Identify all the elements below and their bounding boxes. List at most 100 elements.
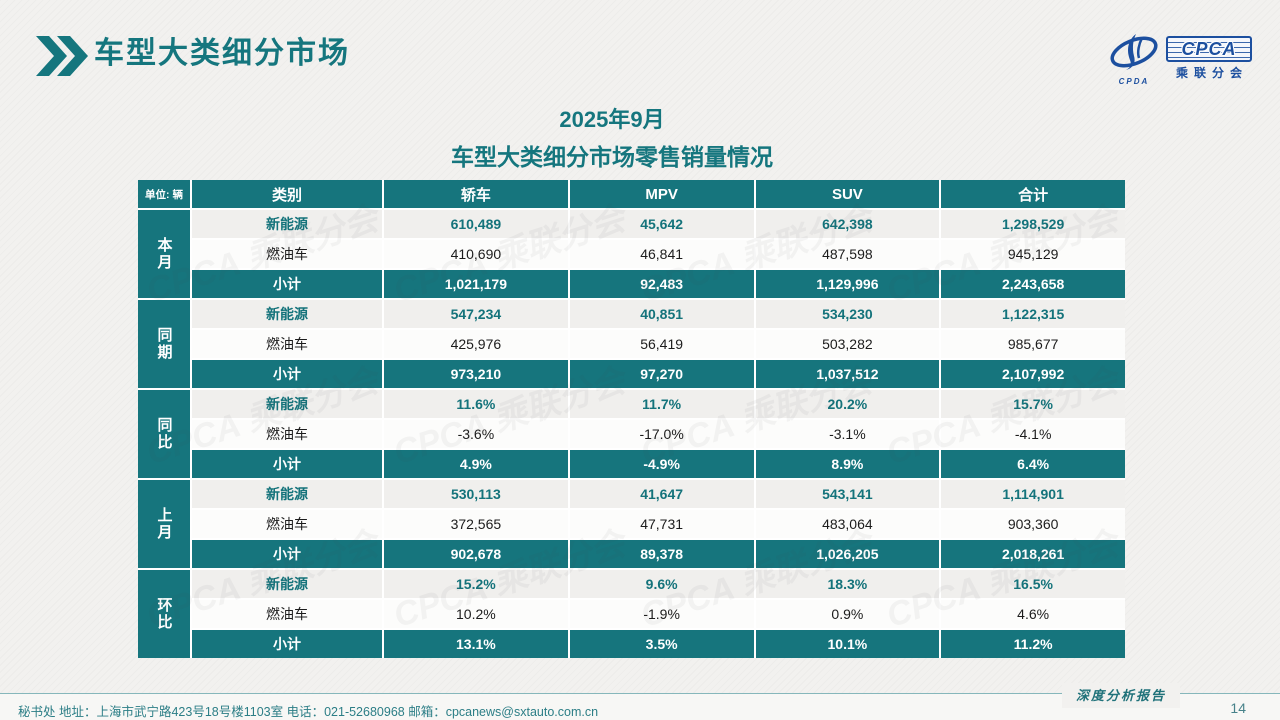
value-cell-1-2-3: 2,107,992	[941, 360, 1125, 388]
value-cell-1-1-2: 503,282	[755, 330, 940, 358]
value-cell-2-2-1: -4.9%	[569, 450, 754, 478]
cpca-subtitle: 乘联分会	[1175, 66, 1248, 80]
cpca-wordmark: CPCA	[1166, 36, 1252, 62]
value-cell-2-0-3: 15.7%	[941, 390, 1125, 418]
value-cell-1-1-3: 985,677	[941, 330, 1125, 358]
value-cell-2-2-0: 4.9%	[384, 450, 568, 478]
row-label-4-0: 新能源	[192, 570, 382, 598]
row-label-1-1: 燃油车	[192, 330, 382, 358]
row-label-1-0: 新能源	[192, 300, 382, 328]
value-cell-1-1-1: 56,419	[569, 330, 754, 358]
value-cell-0-1-3: 945,129	[941, 240, 1125, 268]
value-cell-1-1-0: 425,976	[384, 330, 568, 358]
value-cell-0-1-1: 46,841	[569, 240, 754, 268]
value-cell-3-2-0: 902,678	[384, 540, 568, 568]
value-cell-4-0-1: 9.6%	[569, 570, 754, 598]
value-cell-3-2-3: 2,018,261	[941, 540, 1125, 568]
value-cell-1-0-1: 40,851	[569, 300, 754, 328]
footer-contact-info: 秘书处 地址：上海市武宁路423号18号楼1103室 电话：021-526809…	[18, 705, 599, 719]
value-cell-2-0-2: 20.2%	[755, 390, 940, 418]
column-header-total: 合计	[941, 180, 1125, 208]
page-number: 14	[1230, 700, 1246, 716]
cpca-logo: CPDA CPCA 乘联分会	[1106, 30, 1252, 86]
value-cell-0-0-2: 642,398	[755, 210, 940, 238]
value-cell-3-1-0: 372,565	[384, 510, 568, 538]
value-cell-0-2-3: 2,243,658	[941, 270, 1125, 298]
value-cell-4-0-0: 15.2%	[384, 570, 568, 598]
row-label-0-2: 小计	[192, 270, 382, 298]
column-header-sedan: 轿车	[384, 180, 568, 208]
value-cell-2-1-0: -3.6%	[384, 420, 568, 448]
value-cell-2-1-1: -17.0%	[569, 420, 754, 448]
value-cell-1-0-2: 534,230	[755, 300, 940, 328]
value-cell-1-2-2: 1,037,512	[755, 360, 940, 388]
value-cell-0-2-1: 92,483	[569, 270, 754, 298]
value-cell-3-2-2: 1,026,205	[755, 540, 940, 568]
double-chevron-icon	[36, 36, 88, 76]
value-cell-2-2-3: 6.4%	[941, 450, 1125, 478]
value-cell-0-0-1: 45,642	[569, 210, 754, 238]
column-header-suv: SUV	[755, 180, 940, 208]
report-type-label: 深度分析报告	[1061, 683, 1180, 708]
value-cell-2-0-0: 11.6%	[384, 390, 568, 418]
row-label-2-0: 新能源	[192, 390, 382, 418]
row-group-label-4: 环比	[138, 570, 190, 658]
value-cell-4-0-2: 18.3%	[755, 570, 940, 598]
row-label-3-2: 小计	[192, 540, 382, 568]
value-cell-0-1-2: 487,598	[755, 240, 940, 268]
row-label-3-0: 新能源	[192, 480, 382, 508]
value-cell-1-2-0: 973,210	[384, 360, 568, 388]
footer-bar: 深度分析报告 秘书处 地址：上海市武宁路423号18号楼1103室 电话：021…	[0, 683, 1280, 720]
value-cell-0-0-0: 610,489	[384, 210, 568, 238]
page-title: 车型大类细分市场	[94, 37, 350, 70]
report-period: 2025年9月	[559, 107, 665, 132]
value-cell-1-0-3: 1,122,315	[941, 300, 1125, 328]
row-label-2-1: 燃油车	[192, 420, 382, 448]
value-cell-4-2-2: 10.1%	[755, 630, 940, 658]
value-cell-3-0-1: 41,647	[569, 480, 754, 508]
value-cell-3-1-3: 903,360	[941, 510, 1125, 538]
value-cell-4-1-2: 0.9%	[755, 600, 940, 628]
row-label-3-1: 燃油车	[192, 510, 382, 538]
value-cell-0-0-3: 1,298,529	[941, 210, 1125, 238]
value-cell-2-0-1: 11.7%	[569, 390, 754, 418]
row-group-label-0: 本月	[138, 210, 190, 298]
column-header-mpv: MPV	[569, 180, 754, 208]
value-cell-3-0-3: 1,114,901	[941, 480, 1125, 508]
value-cell-0-1-0: 410,690	[384, 240, 568, 268]
cpca-swoosh-icon	[1110, 34, 1158, 70]
value-cell-4-1-0: 10.2%	[384, 600, 568, 628]
value-cell-4-2-0: 13.1%	[384, 630, 568, 658]
sales-table: 单位: 辆 类别 轿车 MPV SUV 合计 本月 新能源 610,489 45,64…	[138, 180, 1125, 658]
row-label-4-1: 燃油车	[192, 600, 382, 628]
row-label-4-2: 小计	[192, 630, 382, 658]
value-cell-3-1-2: 483,064	[755, 510, 940, 538]
value-cell-3-0-2: 543,141	[755, 480, 940, 508]
report-subject: 车型大类细分市场零售销量情况	[451, 144, 773, 170]
row-label-0-1: 燃油车	[192, 240, 382, 268]
value-cell-4-1-3: 4.6%	[941, 600, 1125, 628]
column-header-category: 类别	[192, 180, 382, 208]
value-cell-4-1-1: -1.9%	[569, 600, 754, 628]
value-cell-3-0-0: 530,113	[384, 480, 568, 508]
value-cell-0-2-2: 1,129,996	[755, 270, 940, 298]
swoosh-caption: CPDA	[1118, 77, 1150, 86]
table-heading: 2025年9月 车型大类细分市场零售销量情况	[0, 102, 1280, 172]
value-cell-1-2-1: 97,270	[569, 360, 754, 388]
value-cell-2-1-2: -3.1%	[755, 420, 940, 448]
row-group-label-3: 上月	[138, 480, 190, 568]
unit-label: 单位: 辆	[138, 180, 190, 208]
value-cell-0-2-0: 1,021,179	[384, 270, 568, 298]
row-group-label-1: 同期	[138, 300, 190, 388]
value-cell-4-0-3: 16.5%	[941, 570, 1125, 598]
row-label-1-2: 小计	[192, 360, 382, 388]
row-label-0-0: 新能源	[192, 210, 382, 238]
row-label-2-2: 小计	[192, 450, 382, 478]
value-cell-2-1-3: -4.1%	[941, 420, 1125, 448]
value-cell-3-2-1: 89,378	[569, 540, 754, 568]
value-cell-3-1-1: 47,731	[569, 510, 754, 538]
value-cell-1-0-0: 547,234	[384, 300, 568, 328]
value-cell-2-2-2: 8.9%	[755, 450, 940, 478]
row-group-label-2: 同比	[138, 390, 190, 478]
